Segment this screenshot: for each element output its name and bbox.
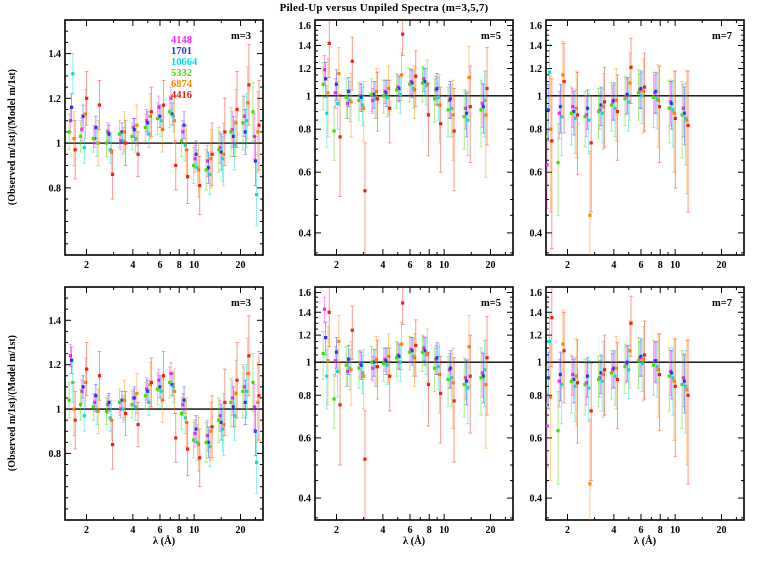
svg-text:10: 10: [439, 260, 449, 271]
x-axis-label-left: λ (Å): [152, 536, 176, 547]
svg-text:0.4: 0.4: [530, 228, 543, 239]
panel-bottom-left: 2 4 6 8 10 20 0.8 1 1.2 1.4: [49, 286, 264, 536]
y-axis-label-top-row: (Observed m/1st)/(Model m/1st): [6, 69, 18, 206]
svg-text:10: 10: [670, 260, 680, 271]
svg-text:2: 2: [84, 260, 89, 271]
svg-text:6: 6: [407, 260, 412, 271]
svg-text:8: 8: [177, 525, 182, 536]
panel-label-m7-top: m=7: [712, 31, 732, 42]
svg-text:1.6: 1.6: [530, 21, 543, 32]
svg-text:1.2: 1.2: [49, 360, 62, 371]
panel-bottom-middle: 2 4 6 8 10 20 0.4 0.6 0.8 1 1.2 1.4 1.6: [299, 286, 514, 536]
svg-text:1.6: 1.6: [299, 21, 312, 32]
svg-text:1.2: 1.2: [299, 331, 312, 342]
svg-text:6: 6: [638, 525, 643, 536]
svg-text:1.6: 1.6: [530, 288, 543, 299]
svg-text:0.6: 0.6: [299, 168, 312, 179]
svg-text:1: 1: [306, 358, 311, 369]
svg-text:4: 4: [380, 525, 385, 536]
svg-text:1.4: 1.4: [530, 308, 543, 319]
x-axis-label-middle: λ (Å): [402, 536, 426, 547]
svg-text:20: 20: [716, 260, 726, 271]
svg-text:2: 2: [334, 525, 339, 536]
svg-text:1: 1: [56, 405, 61, 416]
svg-text:1: 1: [537, 91, 542, 102]
svg-text:20: 20: [485, 525, 495, 536]
svg-text:1.6: 1.6: [299, 288, 312, 299]
svg-text:0.6: 0.6: [299, 433, 312, 444]
svg-text:0.8: 0.8: [530, 125, 543, 136]
svg-text:4: 4: [380, 260, 385, 271]
svg-text:1.4: 1.4: [299, 41, 312, 52]
svg-text:0.8: 0.8: [49, 183, 62, 194]
svg-text:1.2: 1.2: [530, 64, 543, 75]
svg-text:1.4: 1.4: [530, 41, 543, 52]
legend-item-6874: 6874: [171, 79, 192, 90]
svg-text:4: 4: [611, 260, 616, 271]
svg-text:20: 20: [485, 260, 495, 271]
panel-bottom-right: 2 4 6 8 10 20 0.4 0.6 0.8 1 1.2 1.4 1.6: [530, 286, 745, 536]
legend-item-4416: 4416: [171, 90, 192, 101]
legend-item-1701: 1701: [171, 46, 192, 57]
svg-text:1.4: 1.4: [49, 49, 62, 60]
panel-top-middle: 2 4 6 8 10 20 0.4 0.6 0.8 1 1.2 1.4 1.6: [299, 19, 514, 271]
x-axis-label-right: λ (Å): [633, 536, 657, 547]
panel-label-m5-bottom: m=5: [481, 298, 501, 309]
svg-text:4: 4: [611, 525, 616, 536]
svg-text:1.2: 1.2: [530, 331, 543, 342]
panel-label-m3-top: m=3: [231, 31, 251, 42]
panel-label-m5-top: m=5: [481, 31, 501, 42]
svg-text:1: 1: [537, 358, 542, 369]
svg-text:1.2: 1.2: [49, 94, 62, 105]
svg-text:2: 2: [334, 260, 339, 271]
svg-text:4: 4: [130, 260, 135, 271]
svg-text:10: 10: [670, 525, 680, 536]
svg-text:2: 2: [565, 260, 570, 271]
svg-text:8: 8: [177, 260, 182, 271]
svg-text:0.8: 0.8: [299, 391, 312, 402]
svg-text:0.8: 0.8: [49, 449, 62, 460]
svg-text:8: 8: [658, 260, 663, 271]
panel-top-right: 2 4 6 8 10 20 0.4 0.6 0.8 1 1.2 1.4 1.6: [530, 19, 745, 271]
legend: 4148 1701 10664 5332 6874 4416: [171, 35, 197, 101]
svg-text:0.6: 0.6: [530, 168, 543, 179]
svg-text:0.8: 0.8: [299, 125, 312, 136]
svg-text:4: 4: [130, 525, 135, 536]
svg-text:2: 2: [84, 525, 89, 536]
svg-text:1.4: 1.4: [49, 316, 62, 327]
figure-title: Piled-Up versus Unpiled Spectra (m=3,5,7…: [279, 2, 489, 14]
svg-text:0.4: 0.4: [530, 494, 543, 505]
legend-item-4148: 4148: [171, 35, 192, 46]
svg-text:2: 2: [565, 525, 570, 536]
panel-label-m7-bottom: m=7: [712, 298, 732, 309]
svg-text:6: 6: [407, 525, 412, 536]
svg-text:0.6: 0.6: [530, 433, 543, 444]
svg-text:8: 8: [427, 525, 432, 536]
svg-text:6: 6: [157, 525, 162, 536]
svg-text:0.8: 0.8: [530, 391, 543, 402]
legend-item-10664: 10664: [171, 57, 198, 68]
svg-text:6: 6: [638, 260, 643, 271]
y-axis-label-bottom-row: (Observed m/1st)/(Model m/1st): [6, 335, 18, 472]
svg-text:1: 1: [306, 91, 311, 102]
svg-text:10: 10: [189, 260, 199, 271]
svg-text:10: 10: [189, 525, 199, 536]
svg-text:0.4: 0.4: [299, 494, 312, 505]
svg-text:8: 8: [427, 260, 432, 271]
svg-text:20: 20: [235, 260, 245, 271]
svg-text:0.4: 0.4: [299, 228, 312, 239]
svg-text:10: 10: [439, 525, 449, 536]
svg-text:6: 6: [157, 260, 162, 271]
svg-text:1.4: 1.4: [299, 308, 312, 319]
legend-item-5332: 5332: [171, 68, 192, 79]
panel-top-left: 2 4 6 8 10 20 0.8 1 1.2 1.4: [49, 19, 264, 271]
svg-text:20: 20: [235, 525, 245, 536]
svg-text:1: 1: [56, 139, 61, 150]
svg-text:20: 20: [716, 525, 726, 536]
svg-text:8: 8: [658, 525, 663, 536]
panel-label-m3-bottom: m=3: [231, 298, 251, 309]
svg-text:1.2: 1.2: [299, 64, 312, 75]
